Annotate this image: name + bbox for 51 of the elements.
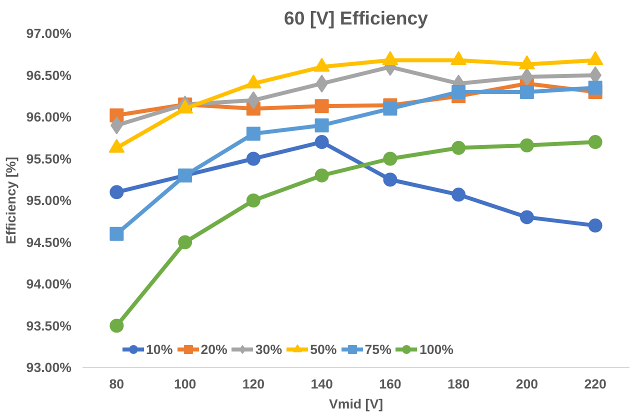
- point: [247, 91, 260, 110]
- point: [383, 172, 398, 187]
- x-tick-label: 160: [379, 376, 402, 392]
- point: [520, 138, 534, 152]
- point: [110, 185, 124, 200]
- x-tick-label: 220: [584, 376, 606, 392]
- point: [383, 152, 398, 166]
- y-tick-label: 95.50%: [26, 151, 72, 166]
- point: [452, 84, 466, 99]
- legend-label: 75%: [364, 342, 392, 356]
- legend-label: 30%: [255, 342, 282, 356]
- chart-title: 60 [V] Efficiency: [284, 8, 429, 28]
- x-tick-label: 180: [447, 376, 470, 392]
- point: [314, 135, 329, 150]
- point: [520, 84, 534, 99]
- x-tick-label: 140: [310, 376, 333, 392]
- x-tick-label: 80: [109, 376, 124, 392]
- y-tick-label: 95.00%: [26, 193, 72, 208]
- point: [588, 80, 602, 95]
- y-tick-label: 96.50%: [26, 68, 72, 83]
- x-tick-label: 200: [516, 376, 538, 392]
- point: [588, 135, 602, 150]
- point: [520, 68, 534, 86]
- y-tick-label: 94.00%: [26, 276, 72, 292]
- point: [314, 118, 329, 132]
- point: [383, 102, 398, 116]
- y-axis-title: Efficiency [%]: [3, 156, 18, 244]
- point: [452, 188, 466, 202]
- y-tick-label: 93.50%: [26, 318, 72, 334]
- point: [110, 226, 124, 241]
- point: [246, 152, 260, 166]
- point: [452, 140, 466, 155]
- point: [246, 194, 260, 208]
- y-tick-label: 94.50%: [26, 234, 72, 250]
- point: [246, 126, 260, 141]
- x-tick-label: 100: [174, 376, 196, 392]
- y-tick-label: 96.00%: [26, 110, 72, 124]
- x-tick-label: 120: [242, 376, 265, 392]
- point: [520, 210, 534, 224]
- point: [178, 235, 192, 250]
- point: [110, 318, 124, 333]
- legend-label: 50%: [310, 342, 337, 356]
- point: [314, 99, 329, 114]
- x-axis-title: Vmid [V]: [328, 396, 384, 412]
- legend-label: 10%: [146, 342, 173, 356]
- point: [588, 218, 602, 233]
- y-tick-label: 97.00%: [26, 26, 72, 41]
- legend-label: 100%: [419, 342, 454, 356]
- y-tick-label: 93.00%: [26, 360, 72, 375]
- point: [314, 168, 329, 182]
- legend-label: 20%: [200, 342, 228, 356]
